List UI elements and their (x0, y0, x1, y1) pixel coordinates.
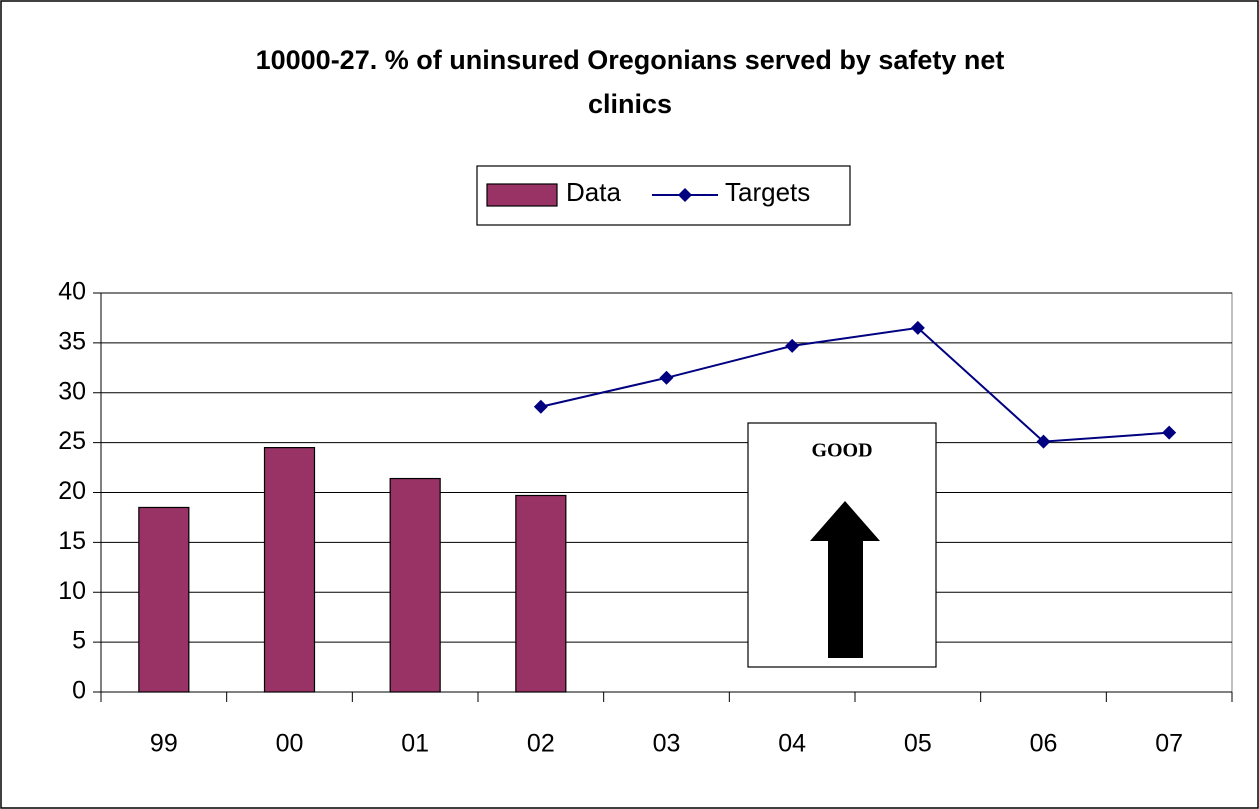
x-tick-label: 04 (778, 730, 806, 758)
bar (389, 477, 441, 693)
x-tick-label: 02 (527, 730, 555, 758)
annotation: GOOD (811, 440, 872, 462)
x-tick-label: 03 (653, 730, 681, 758)
y-tick-label: 0 (72, 677, 86, 705)
line-marker (1162, 425, 1177, 440)
y-tick-label: 35 (58, 327, 86, 355)
arrow (810, 501, 880, 658)
x-tick-label: 99 (150, 730, 178, 758)
x-tick-label: 01 (401, 730, 429, 758)
y-tick-label: 20 (58, 477, 86, 505)
y-tick-label: 5 (72, 627, 86, 655)
legend-marker (678, 188, 692, 202)
y-tick-label: 30 (58, 377, 86, 405)
y-tick-label: 40 (58, 278, 86, 306)
x-tick-label: 05 (904, 730, 932, 758)
bar (515, 494, 567, 693)
line-marker (533, 399, 548, 414)
legend-swatch (486, 183, 558, 207)
y-tick-label: 25 (58, 427, 86, 455)
x-tick-label: 00 (276, 730, 304, 758)
y-tick-label: 15 (58, 527, 86, 555)
line-marker (1036, 434, 1051, 449)
x-tick-label: 06 (1030, 730, 1058, 758)
legend-label: Data (566, 177, 621, 207)
line-marker (910, 320, 925, 335)
bar (138, 506, 190, 693)
x-tick-label: 07 (1155, 730, 1183, 758)
legend-label: Targets (725, 177, 810, 207)
line (540, 326, 1170, 443)
y-tick-label: 10 (58, 577, 86, 605)
bar (263, 447, 316, 693)
chart-title: 10000-27. % of uninsured Oregonians serv… (255, 45, 1005, 119)
line-marker (785, 338, 800, 353)
line-marker (659, 370, 674, 385)
